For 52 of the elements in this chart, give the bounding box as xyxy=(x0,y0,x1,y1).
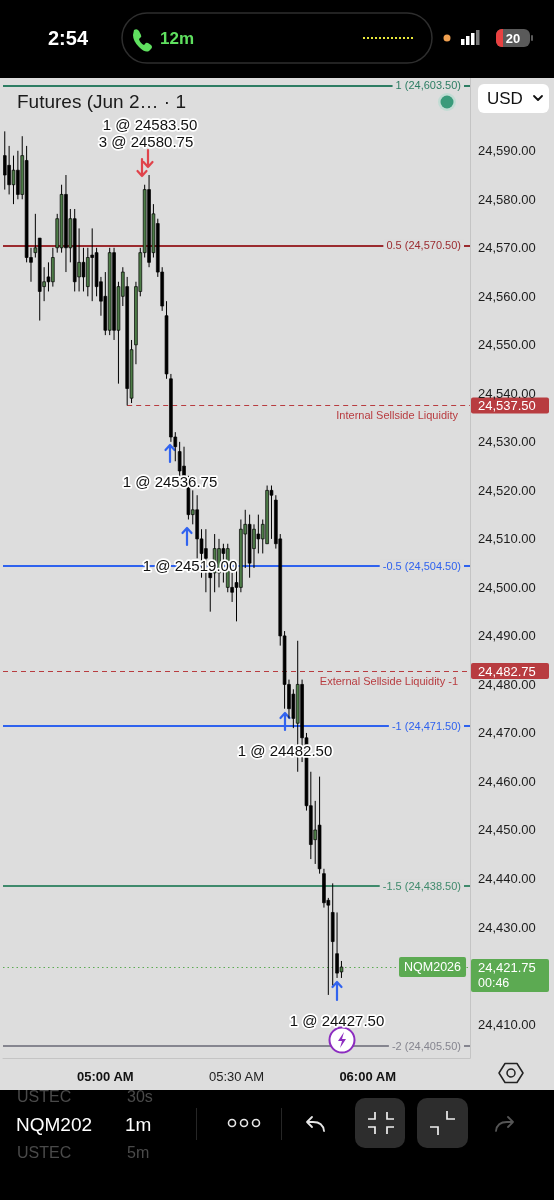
y-tick-label: 24,570.00 xyxy=(478,240,536,256)
text: Futures (Jun 2… · 1 xyxy=(17,91,186,112)
y-tick-label: 24,470.00 xyxy=(478,725,536,741)
text: USTEC xyxy=(17,1143,72,1161)
text: 1m xyxy=(125,1113,152,1135)
ref-line-label: -0.5 (24,504.50) xyxy=(382,559,461,572)
text: NQM202 xyxy=(16,1113,93,1135)
y-tick-label: 24,550.00 xyxy=(478,337,536,353)
x-tick-label: 05:30 AM xyxy=(209,1069,264,1084)
y-tick-label: 24,560.00 xyxy=(478,288,536,304)
ref-line-label: 0.5 (24,570.50) xyxy=(386,239,461,252)
y-tick-label: 24,410.00 xyxy=(478,1016,536,1032)
text: USD xyxy=(487,88,523,108)
ref-line-label: Internal Sellside Liquidity xyxy=(336,409,459,422)
y-tick-label: 24,490.00 xyxy=(478,628,536,644)
y-tick-label: 24,440.00 xyxy=(478,870,536,886)
candlestick xyxy=(11,155,16,205)
text: 12m xyxy=(160,28,195,48)
text: 2:54 xyxy=(47,27,89,49)
y-tick-label: 24,450.00 xyxy=(478,822,536,838)
y-tick-label: 24,540.00 xyxy=(478,385,536,401)
y-tick-label: 24,460.00 xyxy=(478,773,536,789)
text: 20 xyxy=(505,30,521,46)
ref-line-label: 1 (24,603.50) xyxy=(395,79,461,92)
x-tick-label: 05:00 AM xyxy=(77,1069,134,1084)
y-tick-label: 24,500.00 xyxy=(478,579,536,595)
annotation: 1 @ 24583.50 xyxy=(102,115,198,133)
y-tick-label: 24,530.00 xyxy=(478,434,536,450)
y-tick-label: 24,590.00 xyxy=(478,143,536,159)
ref-line-label: -1.5 (24,438.50) xyxy=(382,879,461,892)
annotation: 1 @ 24427.50 xyxy=(289,1011,385,1029)
candlestick xyxy=(252,523,256,569)
text: 00:46 xyxy=(478,976,510,991)
candlestick xyxy=(256,514,261,554)
text: 24,421.75 xyxy=(478,959,536,975)
y-tick-label: 24,580.00 xyxy=(478,191,536,207)
x-tick-label: 06:00 AM xyxy=(339,1069,396,1084)
ref-line-label: External Sellside Liquidity -1 xyxy=(319,675,458,688)
text: 5m xyxy=(127,1143,150,1161)
text: 24,482.75 xyxy=(478,663,536,679)
annotation: 3 @ 24580.75 xyxy=(98,132,194,150)
candlestick xyxy=(81,247,86,292)
ref-line-label: -2 (24,405.50) xyxy=(391,1039,461,1052)
y-tick-label: 24,480.00 xyxy=(478,676,536,692)
y-tick-label: 24,430.00 xyxy=(478,919,536,935)
y-tick-label: 24,520.00 xyxy=(478,482,536,498)
candlestick xyxy=(3,130,7,191)
text: 30s xyxy=(127,1087,153,1105)
ref-line-label: NQM2026 xyxy=(404,960,462,975)
ref-line-label: -1 (24,471.50) xyxy=(391,719,461,732)
y-tick-label: 24,510.00 xyxy=(478,531,536,547)
text: USTEC xyxy=(17,1087,72,1105)
